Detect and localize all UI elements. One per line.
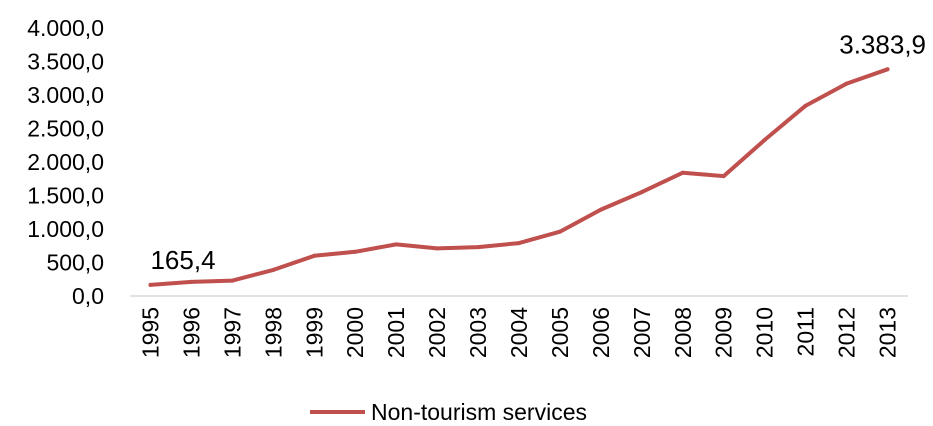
x-tick-label: 2007 [629,307,655,358]
y-tick-label: 3.500,0 [27,49,104,75]
x-tick-label: 2000 [342,307,368,358]
data-point [435,246,440,251]
data-point [639,190,644,195]
y-tick-label: 0,0 [72,283,104,309]
x-tick-label: 2005 [547,307,573,358]
y-axis-tick-labels: 0,0 500,0 1.000,0 1.500,0 2.000,0 2.500,0 3.00… [27,15,104,309]
data-labels: 165,4 3.383,9 [150,29,926,275]
series-group [148,67,890,287]
x-tick-label: 1997 [219,307,245,358]
y-tick-label: 3.000,0 [27,82,104,108]
x-tick-label: 2011 [793,307,819,356]
x-tick-label: 1998 [260,307,286,358]
x-tick-label: 2010 [752,307,778,358]
y-tick-label: 500,0 [46,250,104,276]
y-tick-label: 1.000,0 [27,216,104,242]
data-point [762,137,767,142]
data-point [353,249,358,254]
data-point [885,67,890,72]
x-tick-label: 2003 [465,307,491,358]
x-tick-label: 2006 [588,307,614,358]
series-line [148,67,890,287]
x-tick-label: 1995 [137,307,163,358]
data-point [680,170,685,175]
data-point [476,245,481,250]
data-label: 165,4 [150,245,215,275]
x-tick-label: 2001 [383,307,409,358]
data-point [230,278,235,283]
x-tick-label: 2004 [506,307,532,358]
x-tick-label: 1996 [178,307,204,358]
data-point [189,279,194,284]
data-point [557,229,562,234]
y-tick-label: 2.000,0 [27,149,104,175]
x-tick-label: 2013 [875,307,901,358]
legend-label: Non-tourism services [371,399,587,425]
x-axis-tick-labels: 1995 1996 1997 1998 1999 2000 2001 2002 2003 2004… [137,307,900,358]
data-point [148,282,153,287]
x-tick-label: 2012 [834,307,860,358]
y-tick-label: 4.000,0 [27,15,104,41]
x-tick-label: 2002 [424,307,450,358]
data-point [271,267,276,272]
y-tick-label: 1.500,0 [27,183,104,209]
data-point [598,207,603,212]
data-point [803,103,808,108]
data-point [721,174,726,179]
x-tick-label: 1999 [301,307,327,358]
legend: Non-tourism services [310,399,587,425]
y-tick-label: 2.500,0 [27,116,104,142]
data-label: 3.383,9 [839,29,926,59]
x-tick-label: 2009 [711,307,737,358]
x-tick-label: 2008 [670,307,696,358]
data-point [517,241,521,246]
data-point [844,81,849,86]
data-point [394,242,399,247]
data-point [312,253,317,258]
